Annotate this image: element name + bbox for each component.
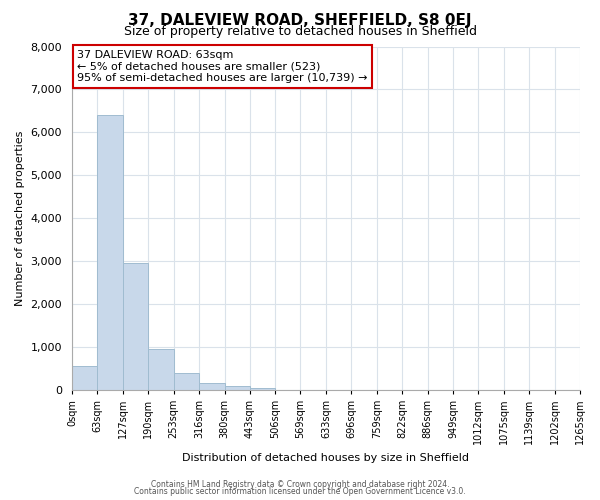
Bar	[224, 386, 250, 390]
Text: Contains HM Land Registry data © Crown copyright and database right 2024.: Contains HM Land Registry data © Crown c…	[151, 480, 449, 489]
Bar	[173, 374, 199, 390]
Text: 37, DALEVIEW ROAD, SHEFFIELD, S8 0EJ: 37, DALEVIEW ROAD, SHEFFIELD, S8 0EJ	[128, 12, 472, 28]
Bar	[72, 366, 97, 390]
Text: 37 DALEVIEW ROAD: 63sqm
← 5% of detached houses are smaller (523)
95% of semi-de: 37 DALEVIEW ROAD: 63sqm ← 5% of detached…	[77, 50, 367, 83]
Bar	[250, 388, 275, 390]
Bar	[199, 383, 224, 390]
Text: Contains public sector information licensed under the Open Government Licence v3: Contains public sector information licen…	[134, 487, 466, 496]
X-axis label: Distribution of detached houses by size in Sheffield: Distribution of detached houses by size …	[182, 452, 469, 462]
Text: Size of property relative to detached houses in Sheffield: Size of property relative to detached ho…	[124, 25, 476, 38]
Y-axis label: Number of detached properties: Number of detached properties	[15, 130, 25, 306]
Bar	[148, 349, 173, 390]
Bar	[123, 263, 148, 390]
Bar	[97, 115, 123, 390]
